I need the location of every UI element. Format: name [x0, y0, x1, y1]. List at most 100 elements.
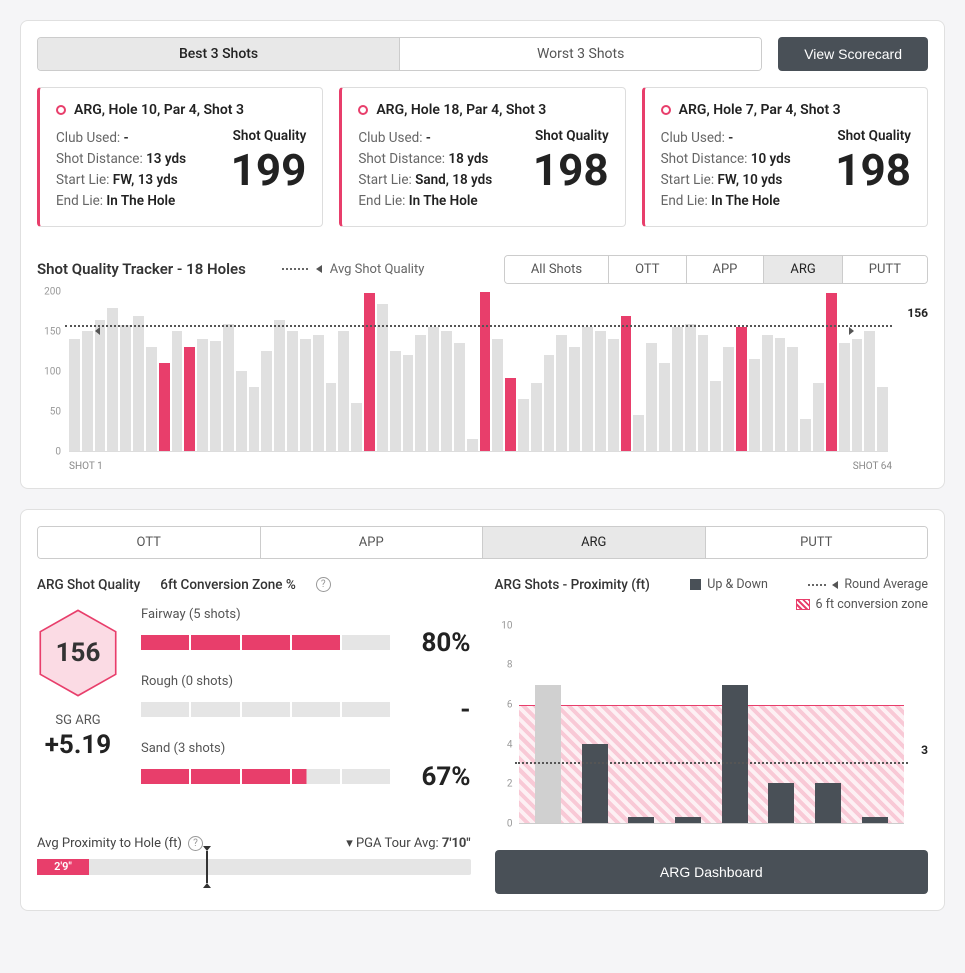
- tracker-bar: [107, 308, 118, 451]
- card-title: ARG, Hole 10, Par 4, Shot 3: [74, 102, 244, 118]
- hex-value: 156: [56, 638, 101, 668]
- card-stats: Club Used: - Shot Distance: 10 yds Start…: [661, 128, 791, 212]
- card-stats: Club Used: - Shot Distance: 18 yds Start…: [358, 128, 492, 212]
- conversion-column: Fairway (5 shots) 80%Rough (0 shots) -Sa…: [141, 607, 471, 808]
- tracker-bar: [441, 331, 452, 450]
- prox-bar: [535, 685, 561, 823]
- tracker-bar: [621, 316, 632, 451]
- shot-card: ARG, Hole 18, Par 4, Shot 3 Club Used: -…: [339, 87, 625, 227]
- tracker-bar: [749, 359, 760, 450]
- proximity-header: Avg Proximity to Hole (ft) ? ▾ PGA Tour …: [37, 836, 471, 851]
- avg-legend-label: Avg Shot Quality: [330, 262, 425, 277]
- detail-row: ARG Shot Quality 6ft Conversion Zone % ?…: [37, 577, 928, 894]
- card-title: ARG, Hole 18, Par 4, Shot 3: [376, 102, 546, 118]
- tracker-bar: [505, 378, 516, 451]
- tracker-avg-value: 156: [907, 306, 928, 320]
- help-icon[interactable]: ?: [316, 577, 331, 592]
- ring-icon: [661, 105, 671, 115]
- tracker-bar: [698, 335, 709, 450]
- tracker-bar: [723, 347, 734, 450]
- prox-tick: [206, 851, 208, 883]
- tracker-bar: [608, 339, 619, 450]
- tracker-bar: [544, 355, 555, 450]
- hex-column: 156 SG ARG +5.19: [37, 607, 119, 808]
- tracker-bar: [159, 363, 170, 450]
- tracker-bar: [390, 351, 401, 450]
- conversion-row: Sand (3 shots) 67%: [141, 741, 471, 792]
- shot-card: ARG, Hole 10, Par 4, Shot 3 Club Used: -…: [37, 87, 323, 227]
- detail-tab-ott[interactable]: OTT: [38, 527, 260, 558]
- prox-avg-value: 3: [921, 743, 928, 757]
- ring-icon: [358, 105, 368, 115]
- detail-left: ARG Shot Quality 6ft Conversion Zone % ?…: [37, 577, 471, 894]
- conversion-row: Rough (0 shots) -: [141, 674, 471, 725]
- proximity-bar: 2'9": [37, 859, 471, 875]
- tracker-bar: [428, 327, 439, 450]
- detail-tab-putt[interactable]: PUTT: [705, 527, 928, 558]
- leg-round-avg: Round Average: [844, 577, 928, 592]
- tracker-bar: [852, 339, 863, 450]
- filter-tab-arg[interactable]: ARG: [763, 256, 841, 283]
- tracker-bar: [364, 293, 375, 450]
- tracker-bar: [518, 399, 529, 451]
- tab-best-shots[interactable]: Best 3 Shots: [38, 38, 399, 70]
- tracker-bar: [556, 335, 567, 450]
- help-icon[interactable]: ?: [188, 836, 203, 851]
- detail-tabs: OTTAPPARGPUTT: [37, 526, 928, 559]
- detail-tab-app[interactable]: APP: [260, 527, 483, 558]
- tracker-bar: [403, 355, 414, 450]
- shot-cards: ARG, Hole 10, Par 4, Shot 3 Club Used: -…: [37, 87, 928, 227]
- detail-panel: OTTAPPARGPUTT ARG Shot Quality 6ft Conve…: [20, 509, 945, 911]
- tracker-bar: [775, 338, 786, 451]
- tracker-bar: [351, 403, 362, 451]
- tracker-bar: [210, 341, 221, 451]
- prox-fill: 2'9": [37, 859, 89, 875]
- filter-tab-all-shots[interactable]: All Shots: [505, 256, 608, 283]
- arg-dashboard-button[interactable]: ARG Dashboard: [495, 850, 929, 894]
- tracker-bar: [69, 339, 80, 450]
- view-scorecard-button[interactable]: View Scorecard: [778, 37, 928, 71]
- tab-worst-shots[interactable]: Worst 3 Shots: [399, 38, 761, 70]
- tracker-bar: [864, 331, 875, 450]
- ring-icon: [56, 105, 66, 115]
- prox-bar: [768, 783, 794, 822]
- card-quality: Shot Quality 198: [835, 128, 911, 212]
- tracker-bar: [338, 331, 349, 450]
- filter-tab-ott[interactable]: OTT: [608, 256, 685, 283]
- prox-bar: [862, 817, 888, 823]
- tracker-bar: [480, 292, 491, 450]
- tracker-bar: [120, 325, 131, 451]
- pga-value: 7'10": [442, 836, 471, 851]
- tracker-chart: 050100150200 156 SHOT 1 SHOT 64: [37, 292, 928, 472]
- tracker-bar: [800, 419, 811, 451]
- tracker-bar: [313, 335, 324, 450]
- tracker-bar: [95, 320, 106, 451]
- detail-right: ARG Shots - Proximity (ft) Up & Down Rou…: [495, 577, 929, 894]
- card-quality: Shot Quality 198: [533, 128, 609, 212]
- tracker-bar: [236, 371, 247, 451]
- tracker-bar: [672, 327, 683, 450]
- top-controls: Best 3 Shots Worst 3 Shots View Scorecar…: [37, 37, 928, 71]
- card-quality: Shot Quality 199: [231, 128, 307, 212]
- detail-tab-arg[interactable]: ARG: [482, 527, 705, 558]
- proximity-chart: 0246810 3: [495, 626, 929, 836]
- x-axis-labels: SHOT 1 SHOT 64: [69, 461, 892, 472]
- tracker-bar: [326, 383, 337, 451]
- pga-label: PGA Tour Avg:: [356, 836, 439, 851]
- tracker-bar: [633, 415, 644, 451]
- arg-quality-title: ARG Shot Quality: [37, 577, 140, 593]
- tracker-bar: [826, 293, 837, 450]
- prox-bar: [582, 744, 608, 823]
- tracker-header: Shot Quality Tracker - 18 Holes Avg Shot…: [37, 255, 928, 284]
- filter-tab-putt[interactable]: PUTT: [842, 256, 927, 283]
- tracker-bar: [582, 327, 593, 450]
- shots-tabs: Best 3 Shots Worst 3 Shots: [37, 37, 762, 71]
- tracker-bar: [492, 339, 503, 450]
- leg-zone: 6 ft conversion zone: [816, 597, 928, 612]
- tracker-bar: [82, 331, 93, 450]
- tracker-bar: [659, 363, 670, 450]
- shots-panel: Best 3 Shots Worst 3 Shots View Scorecar…: [20, 20, 945, 489]
- filter-tab-app[interactable]: APP: [686, 256, 764, 283]
- prox-chart-title: ARG Shots - Proximity (ft): [495, 577, 650, 593]
- tracker-bar: [415, 335, 426, 450]
